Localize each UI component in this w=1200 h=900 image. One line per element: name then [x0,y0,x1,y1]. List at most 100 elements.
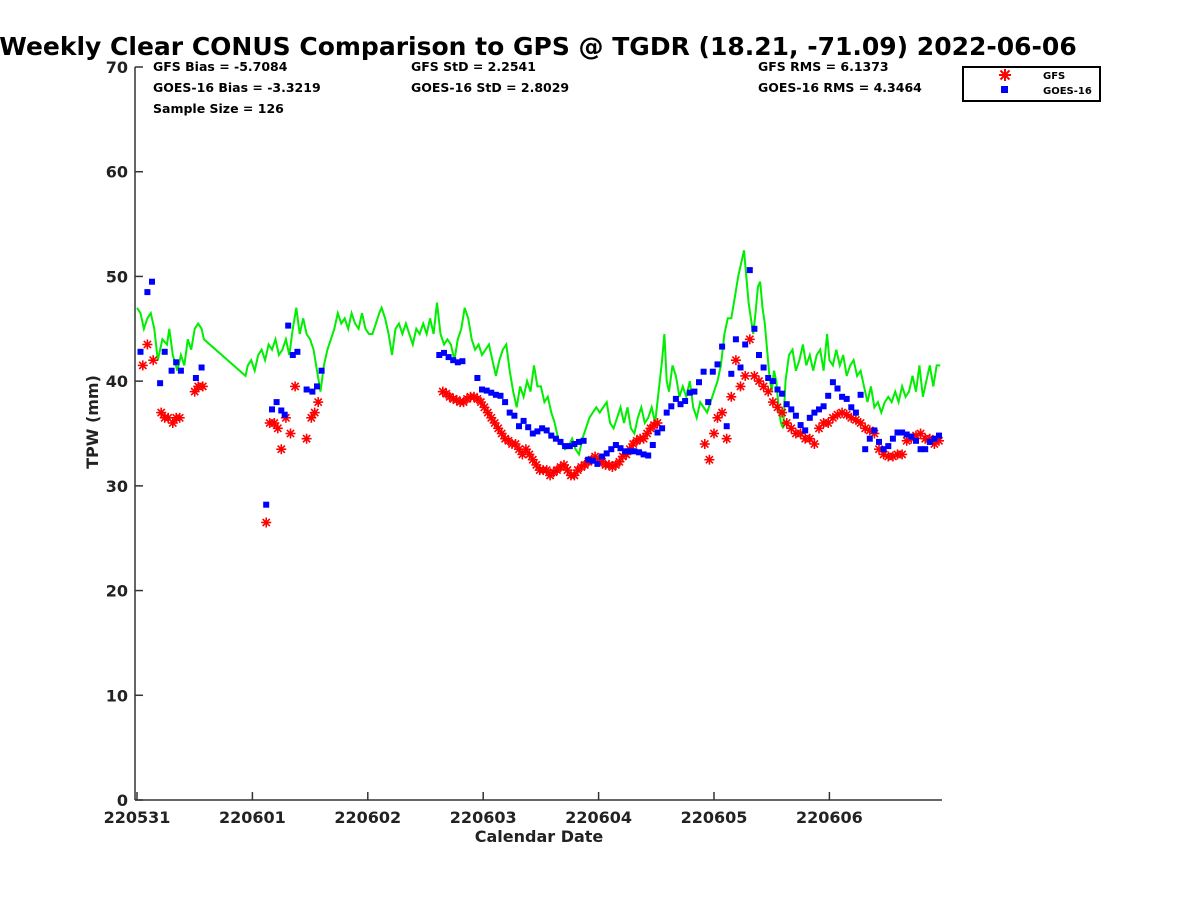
goes-16-point [936,432,942,439]
goes-16-point [520,417,527,424]
goes-16-point [903,431,910,438]
goes-16-point [871,427,878,434]
goes-16-point [811,409,818,416]
plot-area [136,250,944,528]
goes-16-point [719,343,726,350]
goes-16-point [876,438,882,445]
gfs-point [479,402,490,413]
y-tick-label: 20 [106,582,128,601]
gfs-point [189,386,200,397]
goes-16-point [649,442,656,448]
goes-16-point [585,456,592,463]
gfs-point [313,397,324,408]
gfs-point [730,355,741,366]
goes-16-point [917,446,924,453]
goes-16-point [285,322,292,329]
y-tick-label: 10 [106,686,128,705]
gfs-point [642,428,653,439]
gfs-point [276,444,287,455]
gfs-point [559,459,569,470]
goes-16-point [779,390,786,397]
gfs-point [721,433,732,444]
goes-16-point [309,388,316,395]
goes-16-point [857,391,864,398]
gfs-point [562,465,573,476]
y-tick-label: 60 [106,163,128,182]
goes-16-point [562,443,569,450]
gfs-point [482,407,493,418]
x-tick-label: 220531 [104,808,171,827]
goes-16-point [318,367,325,374]
goes-16-point [278,407,285,414]
goes-16-point [608,446,615,453]
goes-16-point [599,453,606,460]
goes-16-point [728,370,735,377]
goes-16-point [677,401,684,408]
goes-16-point [149,278,155,285]
goes-16-point [479,386,485,393]
gfs-point [524,449,535,460]
gfs-point [520,444,531,455]
goes-16-point [659,425,666,432]
gfs-point [735,381,746,392]
goes-16-point [774,386,781,393]
legend-goes-label: GOES-16 [1043,86,1092,97]
gfs-point [855,418,866,428]
goes-16-point [289,352,296,358]
gfs-point [749,370,760,381]
goes-16-point [631,448,638,455]
goes-16-point [144,289,151,296]
legend-goes-marker [1001,86,1008,93]
legend: GFS GOES-16 [962,66,1101,102]
x-tick-label: 220605 [681,808,748,827]
goes-16-point [622,448,629,455]
gfs-point [493,423,504,434]
goes-16-point [645,452,652,459]
goes-16-point [820,403,827,410]
gfs-point [638,433,649,444]
gfs-std-label: GFS StD = 2.2541 [411,59,536,74]
goes-16-point [852,409,859,416]
goes-16-point [899,429,906,436]
goes-16-point [672,395,679,402]
goes-16-point [926,438,933,445]
goes-16-point [157,380,164,387]
gfs-point [486,412,497,423]
goes-16-point [612,442,619,448]
goes-16-point [529,430,536,437]
goes-16-point [885,443,892,450]
x-axis-label: Calendar Date [475,827,604,846]
goes-16-point [751,325,758,332]
gfs-point [699,439,710,449]
sample-size-label: Sample Size = 126 [153,101,284,116]
goes-16-point [269,406,275,413]
goes-16-point [548,432,555,439]
goes-16-point [696,379,702,386]
goes-16-point [783,401,790,408]
goes-16-point [636,449,642,456]
goes-16-point [273,399,280,406]
gfs-point [167,418,178,428]
goes-16-point [913,437,919,444]
goes-16-point [198,364,205,371]
x-tick-label: 220603 [450,808,517,827]
goes-16-point [137,348,144,355]
goes-16-point [161,348,168,355]
goes-16-point [866,435,873,442]
gps-series-line [136,250,941,457]
x-tick-label: 220601 [219,808,286,827]
goes-16-point [566,443,573,450]
gfs-point [269,418,280,428]
goes-16-point [862,446,869,453]
goes-16-point [714,361,721,368]
axes: 0 10 20 30 40 50 60 70 220531 220601 220602 220603 2… [104,58,942,827]
goes-16-point [894,429,901,436]
gfs-point [726,391,737,402]
goes-16-point [709,368,716,375]
goes-16-point [441,349,447,356]
goes-16-point [450,357,457,364]
goes-16-point [723,423,730,430]
goes-16-point [511,412,518,419]
gfs-point [301,433,312,444]
gfs-point [489,418,500,428]
